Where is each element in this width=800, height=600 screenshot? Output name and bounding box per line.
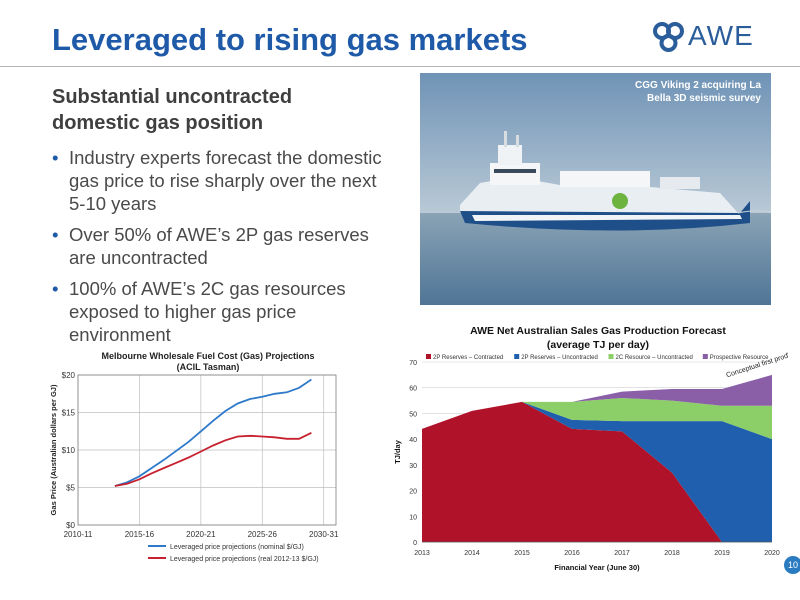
x-tick-label: 2025-26 xyxy=(248,530,278,539)
series-area xyxy=(422,374,772,429)
series-area xyxy=(422,401,772,542)
y-axis-label: TJ/day xyxy=(393,439,402,464)
y-tick-label: 70 xyxy=(409,360,417,367)
bullet-item: • 100% of AWE’s 2C gas resources exposed … xyxy=(52,277,382,346)
bullet-dot: • xyxy=(52,278,59,299)
bullet-dot: • xyxy=(52,147,59,168)
x-axis-label: Financial Year (June 30) xyxy=(554,563,640,572)
bullet-text: 100% of AWE’s 2C gas resources exposed t… xyxy=(69,278,346,345)
x-tick-label: 2030-31 xyxy=(309,530,339,539)
awe-logo-icon xyxy=(653,22,684,52)
x-tick-label: 2015 xyxy=(514,550,530,557)
x-tick-label: 2010-11 xyxy=(64,530,93,539)
x-tick-label: 2016 xyxy=(564,550,580,557)
y-tick-label: $15 xyxy=(62,409,76,418)
chart-subtitle: (average TJ per day) xyxy=(547,339,649,351)
bullet-list: • Industry experts forecast the domestic … xyxy=(52,146,382,354)
y-tick-label: 40 xyxy=(409,437,417,444)
legend-swatch xyxy=(514,354,520,359)
legend-swatch xyxy=(426,354,431,359)
slide-title: Leveraged to rising gas markets xyxy=(52,22,528,57)
seismic-vessel-photo: CGG Viking 2 acquiring La Bella 3D seism… xyxy=(420,73,771,305)
x-tick-label: 2020-21 xyxy=(186,530,216,539)
legend-swatch xyxy=(702,354,708,359)
x-tick-label: 2017 xyxy=(614,550,630,557)
melbourne-gas-price-chart-svg: Melbourne Wholesale Fuel Cost (Gas) Proj… xyxy=(49,351,339,563)
page-number-badge: 10 xyxy=(784,556,800,574)
bullet-text: Industry experts forecast the domestic g… xyxy=(69,147,382,214)
y-tick-label: 20 xyxy=(409,489,417,496)
y-tick-label: 10 xyxy=(409,514,417,521)
melbourne-gas-price-chart: Melbourne Wholesale Fuel Cost (Gas) Proj… xyxy=(48,350,388,570)
y-axis-label: Gas Price (Australian dollars per GJ) xyxy=(49,384,58,515)
awe-production-forecast-chart: AWE Net Australian Sales Gas Production … xyxy=(380,320,794,578)
series-line xyxy=(114,378,312,487)
bullet-text: Over 50% of AWE’s 2P gas reserves are un… xyxy=(69,224,369,268)
x-tick-label: 2019 xyxy=(714,550,730,557)
x-tick-label: 2018 xyxy=(664,550,680,557)
y-tick-label: 30 xyxy=(409,463,417,470)
chart-title: Melbourne Wholesale Fuel Cost (Gas) Proj… xyxy=(101,351,314,361)
ship-photo-illustration xyxy=(420,73,771,305)
chart-title: AWE Net Australian Sales Gas Production … xyxy=(470,325,726,337)
x-tick-label: 2020 xyxy=(764,550,780,557)
bullet-item: • Industry experts forecast the domestic … xyxy=(52,146,382,215)
y-tick-label: $20 xyxy=(62,371,76,380)
series-area xyxy=(422,398,772,440)
y-tick-label: $5 xyxy=(66,484,75,493)
plot-area-frame xyxy=(77,374,337,526)
chart-subtitle: (ACIL Tasman) xyxy=(177,362,240,372)
legend-label: 2P Reserves – Uncontracted xyxy=(521,355,598,361)
legend-label: 2P Reserves – Contracted xyxy=(433,355,503,361)
x-tick-label: 2015-16 xyxy=(125,530,155,539)
section-subtitle: Substantial uncontracted domestic gas po… xyxy=(52,86,293,134)
y-tick-label: 60 xyxy=(409,386,417,393)
awe-production-forecast-chart-svg: AWE Net Australian Sales Gas Production … xyxy=(393,325,794,572)
bullet-item: • Over 50% of AWE’s 2P gas reserves are u… xyxy=(52,223,382,269)
legend-label: 2C Resource – Uncontracted xyxy=(616,355,693,361)
x-tick-label: 2013 xyxy=(414,550,430,557)
legend-label: Leveraged price projections (real 2012-1… xyxy=(170,556,319,563)
photo-caption: CGG Viking 2 acquiring La Bella 3D seism… xyxy=(635,80,761,104)
legend-label: Leveraged price projections (nominal $/G… xyxy=(170,544,304,551)
x-tick-label: 2014 xyxy=(464,550,480,557)
y-tick-label: 0 xyxy=(413,540,417,547)
title-divider xyxy=(0,66,800,67)
y-tick-label: $0 xyxy=(66,521,75,530)
y-tick-label: $10 xyxy=(62,446,76,455)
legend-label: Prospective Resource xyxy=(710,355,769,361)
legend-swatch xyxy=(608,354,614,359)
y-tick-label: 50 xyxy=(409,411,417,418)
company-logo: AWE xyxy=(652,18,762,58)
series-area xyxy=(422,401,772,542)
series-line xyxy=(114,431,312,487)
logo-text: AWE xyxy=(688,20,754,51)
bullet-dot: • xyxy=(52,224,59,245)
